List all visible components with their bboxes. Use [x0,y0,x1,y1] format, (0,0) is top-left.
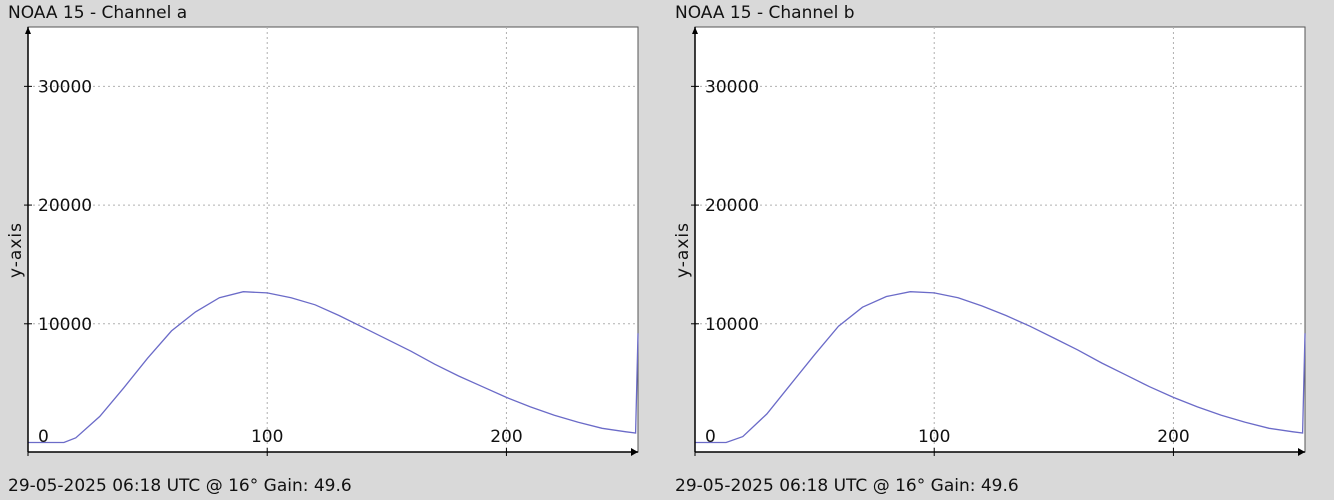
chart-title: NOAA 15 - Channel b [675,3,855,23]
histogram-chart-a: 0 100 200 10000 20000 30000 y-axis [6,26,639,456]
chart-panel-b: NOAA 15 - Channel b 0 100 200 10000 20000 300… [667,0,1307,500]
y-tick-label: 20000 [38,196,92,216]
y-axis-arrow [692,27,698,34]
x-tick-label: 100 [251,427,283,447]
x-axis-arrow [631,448,638,456]
chart-panel-a: NOAA 15 - Channel a 0 100 200 10000 20000 300… [0,0,640,500]
y-axis-arrow [25,27,31,34]
x-tick-label: 200 [490,427,522,447]
y-axis-label: y-axis [673,222,693,278]
plot-area [694,26,1306,453]
y-tick-label: 30000 [38,77,92,97]
histogram-chart-b: 0 100 200 10000 20000 30000 y-axis [673,26,1306,456]
x-tick-label: 100 [918,427,950,447]
chart-title: NOAA 15 - Channel a [8,3,188,23]
y-axis-label: y-axis [6,222,26,278]
x-tick-label: 0 [38,427,49,447]
x-axis-arrow [1298,448,1305,456]
y-tick-label: 30000 [705,77,759,97]
y-tick-label: 20000 [705,196,759,216]
y-tick-label: 10000 [38,315,92,335]
series-line [28,291,639,444]
x-tick-label: 0 [705,427,716,447]
x-tick-label: 200 [1157,427,1189,447]
plot-area [27,26,639,453]
y-tick-label: 10000 [705,315,759,335]
series-line [695,291,1306,444]
pass-info: 29-05-2025 06:18 UTC @ 16° Gain: 49.6 [675,476,1019,496]
pass-info: 29-05-2025 06:18 UTC @ 16° Gain: 49.6 [8,476,352,496]
